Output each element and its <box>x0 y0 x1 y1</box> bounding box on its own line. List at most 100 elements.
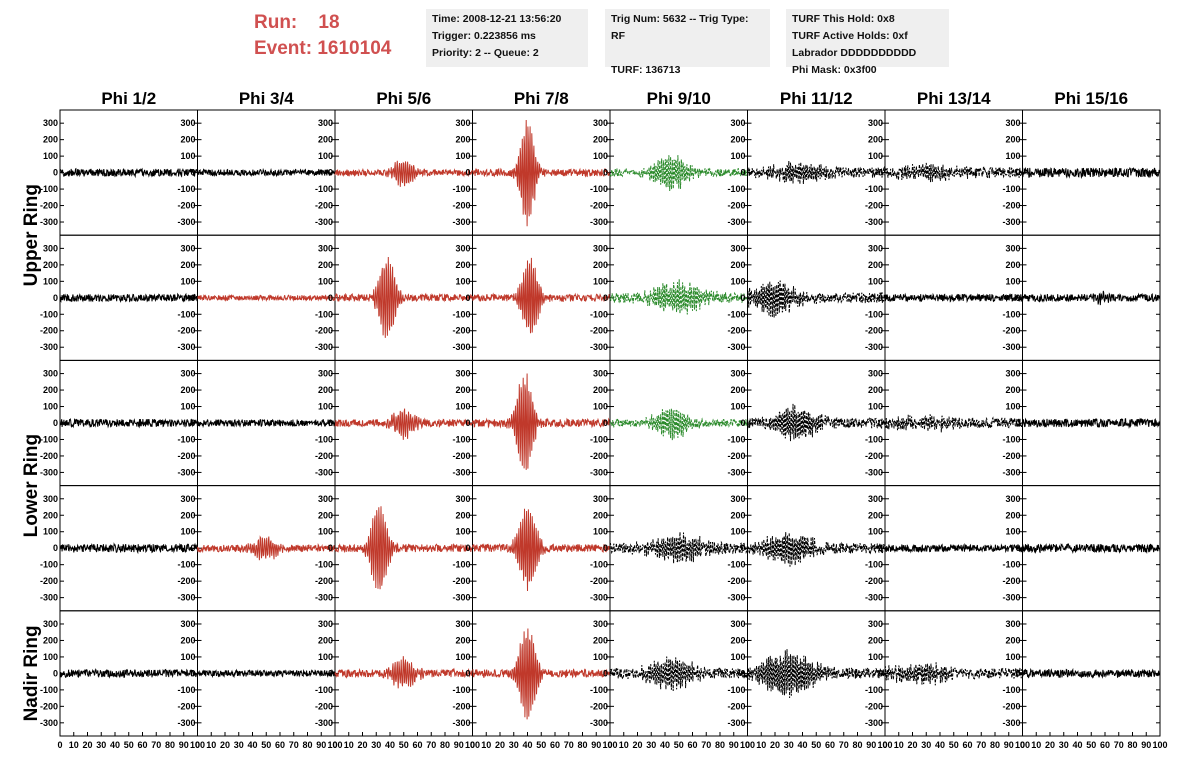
y-tick-label: 300 <box>180 619 195 629</box>
x-tick-label: 20 <box>770 740 780 750</box>
y-tick-label: -100 <box>865 309 883 319</box>
y-tick-label: -300 <box>1002 342 1020 352</box>
x-tick-label: 90 <box>1004 740 1014 750</box>
waveform-trace <box>609 408 748 441</box>
phi-column-label: Phi 13/14 <box>917 89 991 108</box>
y-tick-label: 0 <box>53 543 58 553</box>
y-tick-label: 0 <box>328 293 333 303</box>
run-label: Run: <box>254 12 298 33</box>
x-tick-label: 30 <box>921 740 931 750</box>
y-tick-label: -100 <box>727 434 745 444</box>
y-tick-label: 300 <box>43 118 58 128</box>
x-tick-label: 60 <box>137 740 147 750</box>
waveform-trace <box>334 160 473 187</box>
y-tick-label: -100 <box>590 184 608 194</box>
y-tick-label: 300 <box>1005 369 1020 379</box>
phi-column-label: Phi 5/6 <box>376 89 431 108</box>
x-tick-label: 50 <box>949 740 959 750</box>
y-tick-label: -100 <box>590 685 608 695</box>
x-tick-label: 40 <box>110 740 120 750</box>
phi-column-label: Phi 7/8 <box>514 89 569 108</box>
y-tick-label: 100 <box>730 527 745 537</box>
y-tick-label: 300 <box>455 118 470 128</box>
event-label: Event: <box>254 38 313 59</box>
y-tick-label: -100 <box>315 560 333 570</box>
y-tick-label: 0 <box>190 418 195 428</box>
y-tick-label: -200 <box>452 201 470 211</box>
y-tick-label: 200 <box>593 385 608 395</box>
y-tick-label: -300 <box>315 593 333 603</box>
waveform-trace <box>59 292 198 303</box>
x-tick-label: 40 <box>935 740 945 750</box>
x-tick-label: 90 <box>179 740 189 750</box>
y-tick-label: 200 <box>868 385 883 395</box>
y-tick-label: 300 <box>318 118 333 128</box>
x-tick-label: 30 <box>1059 740 1069 750</box>
y-tick-label: -100 <box>865 434 883 444</box>
x-tick-label: 50 <box>399 740 409 750</box>
y-tick-label: 200 <box>730 635 745 645</box>
y-tick-label: 300 <box>43 619 58 629</box>
y-tick-label: -100 <box>40 309 58 319</box>
y-tick-label: 300 <box>43 494 58 504</box>
waveform-trace <box>609 656 748 692</box>
y-tick-label: 100 <box>1005 402 1020 412</box>
run-event-label: Run: 18 Event: 1610104 <box>254 10 391 62</box>
y-tick-label: 100 <box>455 402 470 412</box>
y-tick-label: -200 <box>40 451 58 461</box>
y-tick-label: 100 <box>1005 151 1020 161</box>
x-tick-label: 30 <box>784 740 794 750</box>
y-tick-label: 200 <box>455 135 470 145</box>
x-tick-label: 0 <box>470 740 475 750</box>
y-tick-label: 0 <box>603 668 608 678</box>
waveform-trace <box>334 506 473 590</box>
x-tick-label: 0 <box>57 740 62 750</box>
run-value: 18 <box>318 12 340 33</box>
y-tick-label: -100 <box>40 685 58 695</box>
y-tick-label: -100 <box>315 434 333 444</box>
waveform-trace <box>334 656 473 689</box>
y-tick-label: -300 <box>590 467 608 477</box>
trig-num-text: Trig Num: 5632 -- Trig Type: RF <box>611 13 749 42</box>
y-tick-label: -300 <box>727 342 745 352</box>
y-tick-label: -200 <box>40 701 58 711</box>
x-tick-label: 30 <box>509 740 519 750</box>
y-tick-label: 0 <box>465 543 470 553</box>
y-tick-label: -200 <box>315 701 333 711</box>
waveform-trace <box>197 418 336 429</box>
y-tick-label: -200 <box>40 576 58 586</box>
y-tick-label: -100 <box>315 184 333 194</box>
y-tick-label: -100 <box>727 560 745 570</box>
y-tick-label: -100 <box>1002 309 1020 319</box>
y-tick-label: 100 <box>43 527 58 537</box>
waveform-trace <box>472 257 611 334</box>
x-tick-label: 20 <box>357 740 367 750</box>
y-tick-label: 0 <box>465 418 470 428</box>
waveform-trace <box>1022 166 1161 179</box>
y-tick-label: -200 <box>1002 201 1020 211</box>
y-tick-label: -100 <box>452 309 470 319</box>
y-tick-label: 0 <box>878 418 883 428</box>
y-tick-label: -300 <box>452 718 470 728</box>
x-tick-label: 70 <box>1114 740 1124 750</box>
waveform-trace <box>197 668 336 679</box>
panel-frame <box>1022 234 1161 361</box>
labrador-text: Labrador DDDDDDDDDD <box>792 47 917 59</box>
y-tick-label: -100 <box>590 309 608 319</box>
y-tick-label: -300 <box>1002 467 1020 477</box>
y-tick-label: -300 <box>727 718 745 728</box>
y-tick-label: -200 <box>865 201 883 211</box>
y-tick-label: -200 <box>727 451 745 461</box>
waveform-trace <box>472 508 611 592</box>
y-tick-label: 100 <box>318 652 333 662</box>
y-tick-label: -200 <box>590 701 608 711</box>
waveform-trace <box>1022 542 1161 555</box>
y-tick-label: 0 <box>190 168 195 178</box>
y-tick-label: 100 <box>318 276 333 286</box>
y-tick-label: -300 <box>865 593 883 603</box>
x-tick-label: 100 <box>190 740 205 750</box>
y-tick-label: -300 <box>40 342 58 352</box>
y-tick-label: -200 <box>315 576 333 586</box>
y-tick-label: 0 <box>328 168 333 178</box>
x-tick-label: 100 <box>877 740 892 750</box>
